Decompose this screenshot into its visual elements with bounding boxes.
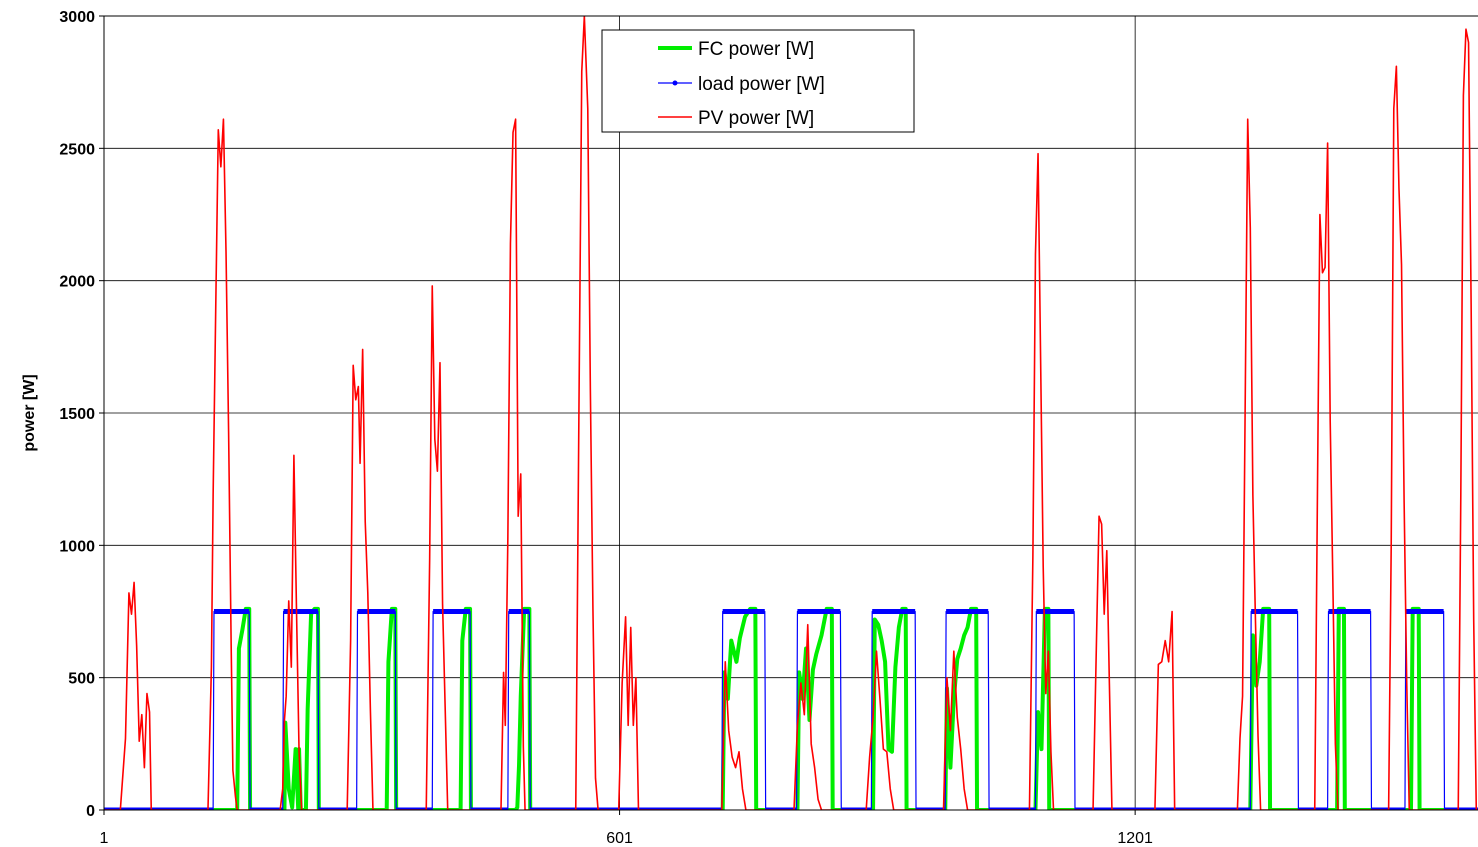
x-tick-label: 1 — [100, 830, 109, 847]
y-tick-label: 1500 — [59, 406, 95, 423]
y-tick-labels: 0 500 1000 1500 2000 2500 3000 — [59, 9, 104, 820]
x-tick-labels: 1 601 1201 — [100, 810, 1153, 847]
y-tick-label: 1000 — [59, 538, 95, 555]
series-layer — [104, 16, 1478, 810]
legend-marker-load — [672, 80, 678, 86]
y-tick-label: 2000 — [59, 274, 95, 291]
legend-label-pv: PV power [W] — [698, 108, 814, 129]
y-tick-label: 0 — [86, 803, 95, 820]
y-tick-label: 500 — [68, 671, 95, 688]
series-line-2 — [104, 16, 1478, 810]
y-tick-label: 2500 — [59, 141, 95, 158]
legend: FC power [W] load power [W] PV power [W] — [601, 29, 915, 133]
y-tick-label: 3000 — [59, 9, 95, 26]
series-line-0 — [104, 606, 1478, 810]
x-tick-label: 601 — [606, 830, 633, 847]
legend-label-fc: FC power [W] — [698, 39, 814, 60]
legend-box — [601, 29, 915, 133]
y-axis-label: power [W] — [21, 374, 38, 451]
x-tick-label: 1201 — [1117, 830, 1153, 847]
legend-label-load: load power [W] — [698, 74, 825, 95]
